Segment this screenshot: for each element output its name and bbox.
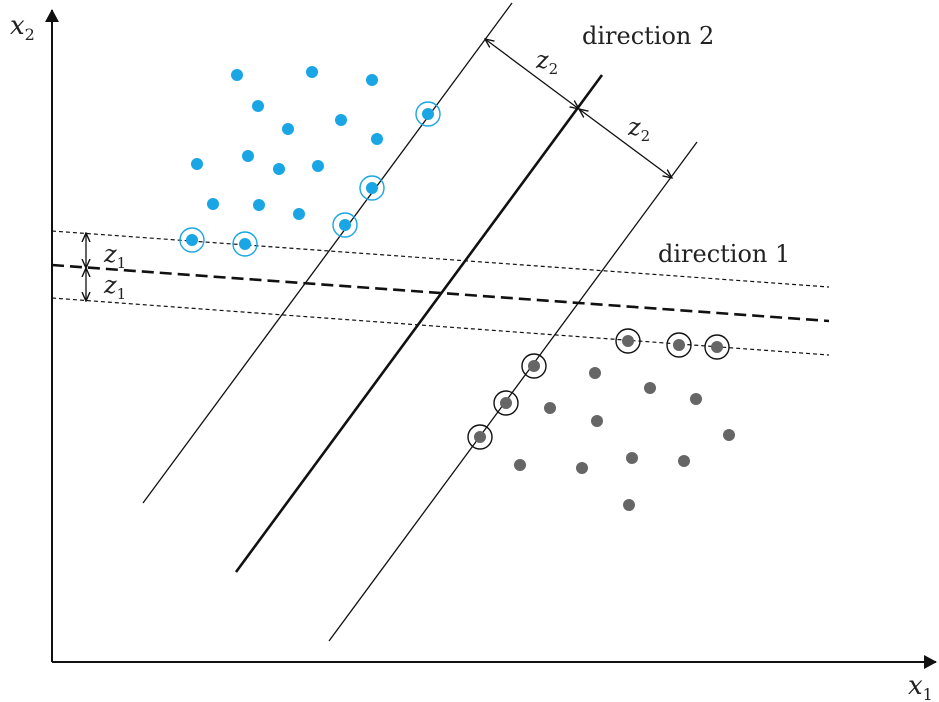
class-b-point <box>678 455 690 467</box>
class-a-support-vector <box>359 175 385 201</box>
class-a-point <box>273 163 285 175</box>
z1-label-lower: z1 <box>103 271 126 303</box>
class-a-point <box>242 150 254 162</box>
class-b-support-vectors <box>467 328 730 450</box>
class-a-point <box>335 114 347 126</box>
class-b-point <box>544 402 556 414</box>
class-a-support-vectors <box>179 101 441 257</box>
ring-icon <box>359 175 385 201</box>
class-b-support-vector <box>521 353 547 379</box>
class-b-point <box>644 382 656 394</box>
ring-icon <box>415 101 441 127</box>
ring-icon <box>232 231 258 257</box>
class-a-point <box>306 66 318 78</box>
class-a-point <box>371 133 383 145</box>
class-a-point <box>207 198 219 210</box>
x-axis-label: x1 <box>908 671 933 702</box>
class-b-support-vector <box>467 424 493 450</box>
ring-icon <box>179 227 205 253</box>
class-b-support-vector <box>493 390 519 416</box>
ring-icon <box>521 353 547 379</box>
class-a-support-vector <box>232 231 258 257</box>
class-a-points <box>191 66 383 220</box>
class-b-support-vector <box>666 332 692 358</box>
ring-icon <box>467 424 493 450</box>
ring-icon <box>704 334 730 360</box>
direction-1-margin-lower <box>51 297 830 356</box>
class-b-point <box>723 429 735 441</box>
class-b-point <box>589 367 601 379</box>
class-b-points <box>514 367 735 511</box>
z2-label-lower: z2 <box>627 113 650 145</box>
class-a-support-vector <box>332 212 358 238</box>
class-a-point <box>312 160 324 172</box>
class-b-support-vector <box>615 328 641 354</box>
class-a-point <box>366 74 378 86</box>
direction-2-margin-lower <box>328 141 698 642</box>
axes <box>45 9 937 669</box>
class-a-support-vector <box>415 101 441 127</box>
class-b-point <box>514 459 526 471</box>
class-b-point <box>623 499 635 511</box>
direction-1-margin-upper <box>51 230 830 288</box>
z1-label-upper: z1 <box>103 240 126 272</box>
class-a-point <box>231 69 243 81</box>
direction-2-label: direction 2 <box>582 22 714 50</box>
class-b-point <box>591 415 603 427</box>
ring-icon <box>332 212 358 238</box>
ring-icon <box>666 332 692 358</box>
class-b-support-vector <box>704 334 730 360</box>
direction-2-boundaries <box>142 2 698 642</box>
y-axis-label: x2 <box>10 11 35 44</box>
class-a-point <box>282 123 294 135</box>
ring-icon <box>615 328 641 354</box>
direction-2-margin-upper <box>142 2 513 504</box>
z2-arrow-lower <box>579 109 672 178</box>
z2-margin-arrows <box>485 39 672 178</box>
class-b-point <box>690 393 702 405</box>
class-b-point <box>576 462 588 474</box>
direction-2-decision-line <box>234 74 604 573</box>
class-b-point <box>626 452 638 464</box>
class-a-point <box>293 208 305 220</box>
ring-icon <box>493 390 519 416</box>
class-a-point <box>252 100 264 112</box>
z2-arrow-upper <box>485 39 579 109</box>
direction-1-label: direction 1 <box>658 240 790 268</box>
class-a-point <box>253 199 265 211</box>
class-a-point <box>191 158 203 170</box>
z2-label-upper: z2 <box>535 46 558 78</box>
class-a-support-vector <box>179 227 205 253</box>
